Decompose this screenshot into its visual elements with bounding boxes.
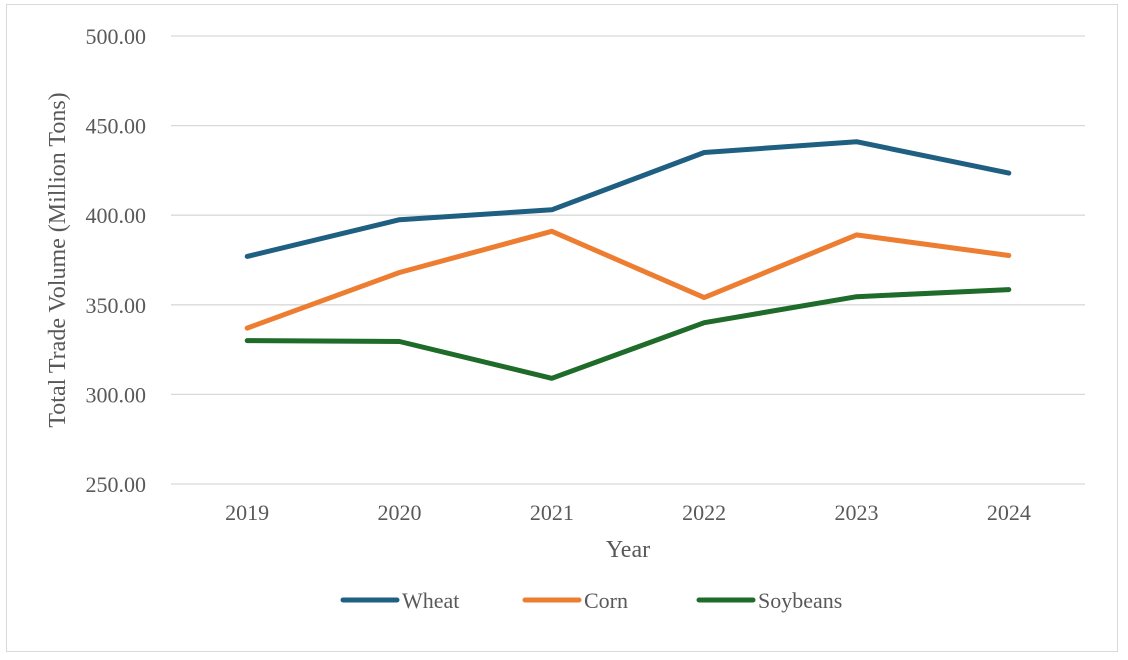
chart-frame	[6, 4, 1118, 652]
legend-item-soybeans: Soybeans	[696, 588, 842, 613]
series-lines	[244, 139, 1012, 381]
x-tick-label: 2023	[835, 500, 879, 525]
series-line-soybeans	[244, 287, 1012, 381]
y-tick-label: 500.00	[86, 24, 147, 49]
y-tick-label: 250.00	[86, 472, 147, 497]
y-tick-label: 300.00	[86, 382, 147, 407]
x-tick-label: 2021	[530, 500, 574, 525]
x-tick-label: 2022	[682, 500, 726, 525]
legend-label: Corn	[584, 588, 628, 613]
x-tick-label: 2019	[225, 500, 269, 525]
y-tick-label: 400.00	[86, 203, 147, 228]
series-line-corn	[244, 228, 1012, 331]
legend: Wheat Corn Soybeans	[340, 588, 842, 613]
legend-label: Wheat	[402, 588, 459, 613]
legend-label: Soybeans	[758, 588, 842, 613]
legend-item-wheat: Wheat	[340, 588, 459, 613]
y-tick-label: 350.00	[86, 293, 147, 318]
y-tick-label: 450.00	[86, 114, 147, 139]
legend-item-corn: Corn	[522, 588, 628, 613]
y-axis-title: Total Trade Volume (Million Tons)	[45, 92, 71, 427]
series-line-wheat	[244, 139, 1012, 259]
x-axis-title: Year	[606, 537, 650, 563]
x-axis-tick-labels: 2019 2020 2021 2022 2023 2024	[225, 500, 1031, 525]
y-axis-tick-labels: 500.00 450.00 400.00 350.00 300.00 250.00	[86, 24, 147, 497]
x-tick-label: 2020	[378, 500, 422, 525]
gridlines	[171, 35, 1085, 485]
x-tick-label: 2024	[987, 500, 1031, 525]
